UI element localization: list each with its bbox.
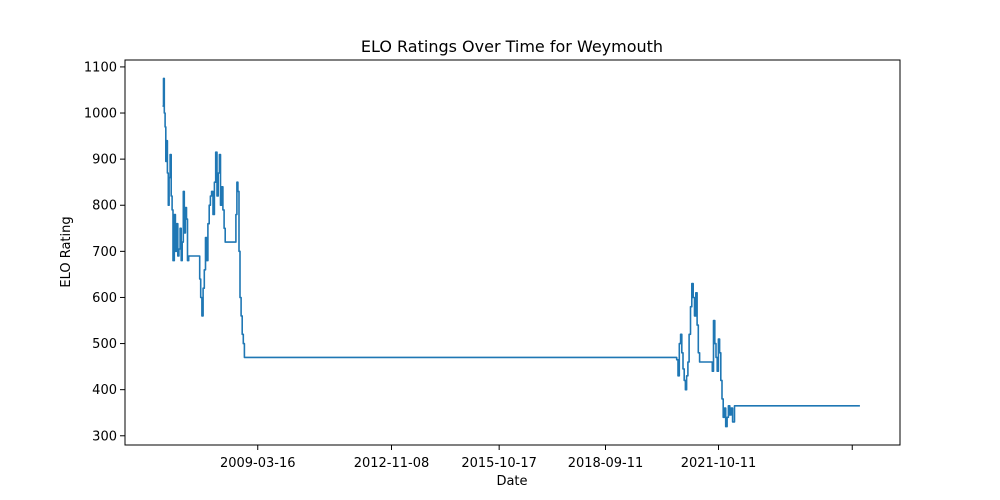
chart-title: ELO Ratings Over Time for Weymouth <box>361 37 663 56</box>
y-axis-title: ELO Rating <box>59 216 74 287</box>
x-axis-title: Date <box>496 474 527 489</box>
y-tick-label: 500 <box>92 337 117 352</box>
x-tick-label: 2021-10-11 <box>681 456 757 471</box>
y-tick-label: 400 <box>92 383 117 398</box>
y-tick-label: 800 <box>92 199 117 214</box>
y-tick-label: 700 <box>92 245 117 260</box>
y-tick-label: 900 <box>92 153 117 168</box>
x-tick-label: 2009-03-16 <box>220 456 296 471</box>
y-tick-label: 600 <box>92 291 117 306</box>
x-tick-label: 2015-10-17 <box>461 456 537 471</box>
x-axis: 2009-03-16 2012-11-08 2015-10-17 2018-09-11… <box>220 445 853 471</box>
y-axis: 300 400 500 600 700 800 900 1000 1100 <box>84 60 125 444</box>
x-tick-label: 2018-09-11 <box>568 456 644 471</box>
x-tick-label: 2012-11-08 <box>354 456 430 471</box>
y-tick-label: 300 <box>92 429 117 444</box>
y-tick-label: 1000 <box>84 107 117 122</box>
y-tick-label: 1100 <box>84 60 117 75</box>
plot-area-frame <box>124 59 901 446</box>
series-line <box>162 77 860 428</box>
